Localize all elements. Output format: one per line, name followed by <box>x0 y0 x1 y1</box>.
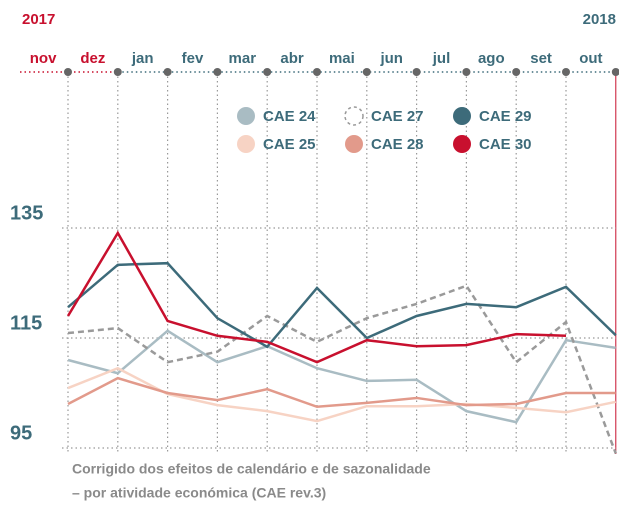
x-tick-label: mar <box>229 50 257 67</box>
legend-label: CAE 24 <box>263 108 316 125</box>
month-dot <box>163 68 172 76</box>
y-tick-label: 95 <box>10 422 32 444</box>
x-tick-label: jul <box>432 50 451 67</box>
legend-swatch <box>237 135 255 153</box>
month-dot <box>113 68 122 76</box>
y-tick-label: 135 <box>10 202 43 224</box>
year-label: 2017 <box>22 11 55 28</box>
month-dot <box>412 68 421 76</box>
month-dot <box>64 68 72 76</box>
month-dot <box>462 68 471 76</box>
month-dot <box>562 68 570 76</box>
y-tick-label: 115 <box>10 312 42 334</box>
month-dot <box>263 68 272 76</box>
legend-label: CAE 28 <box>371 136 424 153</box>
x-tick-label: ago <box>478 50 505 67</box>
month-dot <box>313 68 321 76</box>
x-tick-label: nov <box>30 50 57 67</box>
month-dot <box>512 68 521 76</box>
x-tick-label: jan <box>131 50 154 67</box>
x-tick-label: fev <box>182 50 204 67</box>
x-tick-label: mai <box>329 50 355 67</box>
legend-swatch <box>345 135 363 153</box>
legend-label: CAE 29 <box>479 108 532 125</box>
year-label: 2018 <box>583 11 616 28</box>
legend-label: CAE 30 <box>479 136 532 153</box>
month-dot <box>213 68 222 76</box>
series-line <box>67 376 616 409</box>
x-tick-label: abr <box>280 50 304 67</box>
series-line <box>67 261 617 349</box>
legend-swatch <box>453 107 471 125</box>
legend-label: CAE 25 <box>263 136 316 153</box>
x-tick-label: jun <box>379 50 403 67</box>
month-dot <box>362 68 371 76</box>
series-line <box>67 284 617 454</box>
series-line <box>66 230 567 364</box>
caption: – por atividade económica (CAE rev.3) <box>72 485 326 501</box>
legend-swatch <box>237 107 255 125</box>
legend-label: CAE 27 <box>371 108 424 125</box>
legend-swatch <box>344 106 364 126</box>
x-tick-label: out <box>579 50 602 67</box>
x-tick-label: set <box>530 50 552 67</box>
x-tick-label: dez <box>80 50 105 67</box>
legend-swatch <box>453 135 471 153</box>
caption: Corrigido dos efeitos de calendário e de… <box>72 461 431 477</box>
month-dot <box>611 68 619 76</box>
